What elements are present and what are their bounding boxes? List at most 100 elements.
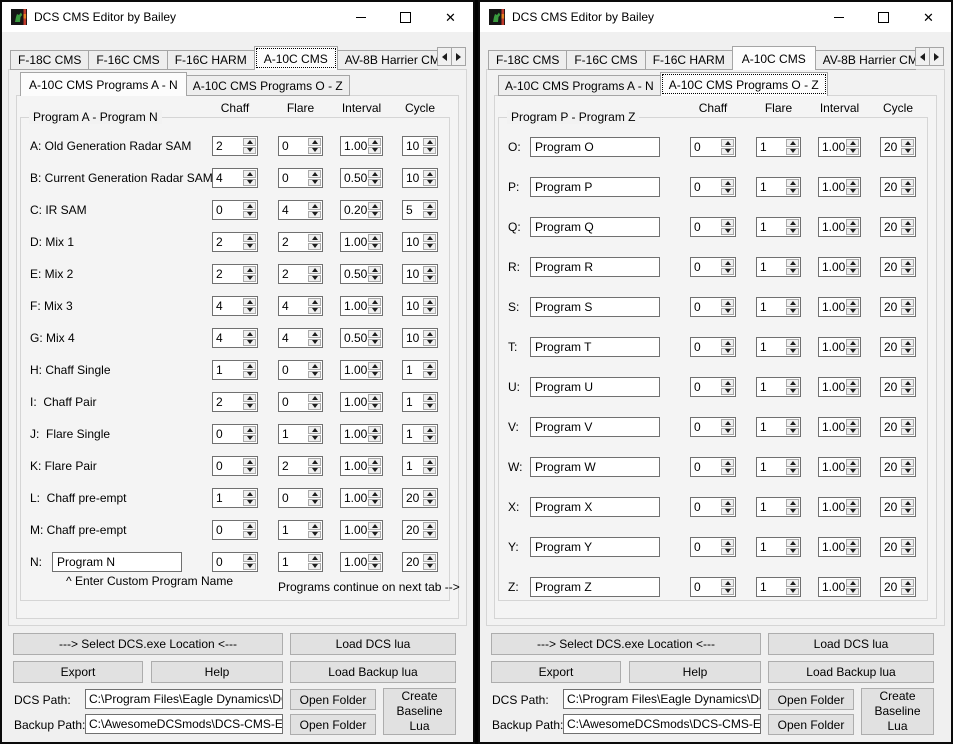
chaff-value[interactable]: 0 <box>216 203 223 217</box>
interval-value[interactable]: 1.00 <box>822 180 845 194</box>
spin-up-button[interactable] <box>308 138 321 146</box>
spin-down-button[interactable] <box>308 402 321 410</box>
spin-down-button[interactable] <box>846 507 859 515</box>
spin-up-button[interactable] <box>308 298 321 306</box>
spin-up-button[interactable] <box>786 139 799 147</box>
main-tab-av-8b-harrier-cms[interactable]: AV-8B Harrier CMS <box>814 50 916 70</box>
sub-tab-a-10c-cms-programs-o-z[interactable]: A-10C CMS Programs O - Z <box>659 72 828 96</box>
spin-up-button[interactable] <box>368 234 381 242</box>
spin-down-button[interactable] <box>308 562 321 570</box>
minimize-button[interactable] <box>816 2 861 32</box>
program-name-input[interactable]: Program Q <box>530 217 660 237</box>
spin-up-button[interactable] <box>901 339 914 347</box>
cycle-value[interactable]: 20 <box>884 580 898 594</box>
flare-value[interactable]: 1 <box>760 220 767 234</box>
spin-up-button[interactable] <box>846 299 859 307</box>
spin-up-button[interactable] <box>846 379 859 387</box>
spin-up-button[interactable] <box>243 394 256 402</box>
chaff-value[interactable]: 2 <box>216 139 223 153</box>
chaff-value[interactable]: 0 <box>694 500 701 514</box>
spin-down-button[interactable] <box>786 307 799 315</box>
chaff-value[interactable]: 0 <box>694 540 701 554</box>
chaff-value[interactable]: 4 <box>216 171 223 185</box>
spin-up-button[interactable] <box>786 339 799 347</box>
spin-up-button[interactable] <box>901 539 914 547</box>
cycle-value[interactable]: 20 <box>406 491 420 505</box>
main-tab-f-18c-cms[interactable]: F-18C CMS <box>488 50 568 70</box>
spin-down-button[interactable] <box>308 498 321 506</box>
spin-up-button[interactable] <box>243 330 256 338</box>
export-button[interactable]: Export <box>491 661 621 683</box>
spin-down-button[interactable] <box>243 466 256 474</box>
chaff-value[interactable]: 2 <box>216 235 223 249</box>
spin-down-button[interactable] <box>368 562 381 570</box>
open-backup-folder-button[interactable]: Open Folder <box>290 714 376 735</box>
spin-down-button[interactable] <box>308 434 321 442</box>
spin-up-button[interactable] <box>721 579 734 587</box>
main-tab-a-10c-cms[interactable]: A-10C CMS <box>731 46 816 70</box>
flare-value[interactable]: 4 <box>282 331 289 345</box>
interval-value[interactable]: 1.00 <box>822 580 845 594</box>
spin-up-button[interactable] <box>308 202 321 210</box>
open-dcs-folder-button[interactable]: Open Folder <box>768 689 854 710</box>
spin-up-button[interactable] <box>786 259 799 267</box>
spin-down-button[interactable] <box>786 387 799 395</box>
main-tab-f-16c-cms[interactable]: F-16C CMS <box>88 50 168 70</box>
spin-down-button[interactable] <box>308 466 321 474</box>
create-baseline-lua-button[interactable]: Create Baseline Lua <box>861 688 934 735</box>
main-tab-f-18c-cms[interactable]: F-18C CMS <box>10 50 90 70</box>
spin-down-button[interactable] <box>423 466 436 474</box>
flare-value[interactable]: 4 <box>282 203 289 217</box>
spin-up-button[interactable] <box>423 202 436 210</box>
spin-up-button[interactable] <box>423 554 436 562</box>
interval-value[interactable]: 1.00 <box>344 299 367 313</box>
spin-down-button[interactable] <box>423 530 436 538</box>
spin-up-button[interactable] <box>786 219 799 227</box>
spin-up-button[interactable] <box>368 362 381 370</box>
interval-value[interactable]: 1.00 <box>344 363 367 377</box>
spin-up-button[interactable] <box>308 394 321 402</box>
cycle-value[interactable]: 20 <box>884 500 898 514</box>
interval-value[interactable]: 1.00 <box>822 260 845 274</box>
spin-up-button[interactable] <box>308 426 321 434</box>
spin-down-button[interactable] <box>721 227 734 235</box>
spin-down-button[interactable] <box>901 467 914 475</box>
tab-scroll-right-button[interactable] <box>929 47 944 66</box>
spin-up-button[interactable] <box>901 139 914 147</box>
spin-down-button[interactable] <box>786 427 799 435</box>
spin-up-button[interactable] <box>243 138 256 146</box>
spin-up-button[interactable] <box>368 202 381 210</box>
spin-up-button[interactable] <box>901 379 914 387</box>
tab-scroll-right-button[interactable] <box>451 47 466 66</box>
interval-value[interactable]: 0.50 <box>344 171 367 185</box>
spin-down-button[interactable] <box>786 147 799 155</box>
spin-down-button[interactable] <box>243 402 256 410</box>
spin-down-button[interactable] <box>423 242 436 250</box>
spin-up-button[interactable] <box>423 266 436 274</box>
cycle-value[interactable]: 20 <box>884 300 898 314</box>
spin-up-button[interactable] <box>308 490 321 498</box>
spin-down-button[interactable] <box>308 178 321 186</box>
spin-up-button[interactable] <box>901 259 914 267</box>
cycle-value[interactable]: 20 <box>884 460 898 474</box>
spin-up-button[interactable] <box>243 522 256 530</box>
spin-up-button[interactable] <box>901 419 914 427</box>
spin-up-button[interactable] <box>721 419 734 427</box>
main-tab-f-16c-cms[interactable]: F-16C CMS <box>566 50 646 70</box>
spin-up-button[interactable] <box>786 539 799 547</box>
spin-down-button[interactable] <box>368 242 381 250</box>
spin-up-button[interactable] <box>721 259 734 267</box>
program-name-input[interactable]: Program X <box>530 497 660 517</box>
spin-up-button[interactable] <box>423 330 436 338</box>
chaff-value[interactable]: 4 <box>216 299 223 313</box>
spin-down-button[interactable] <box>243 274 256 282</box>
spin-up-button[interactable] <box>846 459 859 467</box>
spin-up-button[interactable] <box>721 299 734 307</box>
spin-up-button[interactable] <box>243 362 256 370</box>
flare-value[interactable]: 2 <box>282 267 289 281</box>
help-button[interactable]: Help <box>629 661 761 683</box>
spin-up-button[interactable] <box>308 362 321 370</box>
spin-up-button[interactable] <box>243 458 256 466</box>
spin-down-button[interactable] <box>368 530 381 538</box>
spin-up-button[interactable] <box>786 499 799 507</box>
